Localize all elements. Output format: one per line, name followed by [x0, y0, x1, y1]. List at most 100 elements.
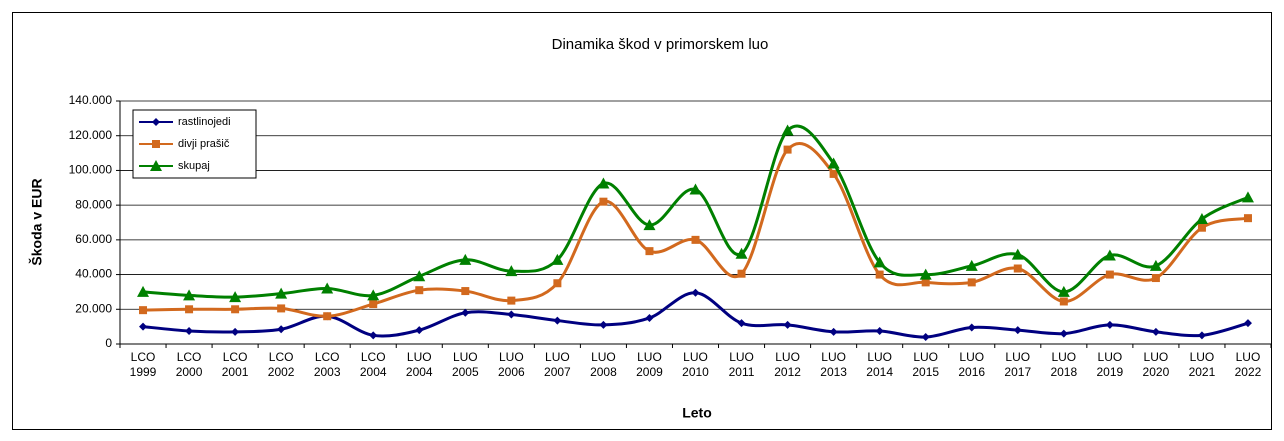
marker	[553, 316, 562, 325]
x-tick-label: 2002	[268, 365, 295, 379]
marker	[415, 286, 424, 295]
x-tick-label: 2009	[636, 365, 663, 379]
y-tick-label: 100.000	[69, 163, 113, 177]
y-axis-label: Škoda v EUR	[28, 178, 45, 265]
y-tick-label: 120.000	[69, 128, 113, 142]
x-tick-label: LUO	[637, 350, 662, 364]
marker	[1243, 214, 1252, 223]
x-tick-label: LUO	[545, 350, 570, 364]
x-tick-label: LCO	[223, 350, 248, 364]
marker	[873, 256, 886, 268]
marker	[461, 308, 470, 317]
marker	[369, 300, 378, 309]
x-tick-label: LUO	[1190, 350, 1215, 364]
legend-label: rastlinojedi	[178, 116, 231, 128]
x-tick-label: LUO	[499, 350, 524, 364]
x-tick-label: 2013	[820, 365, 847, 379]
marker	[735, 247, 748, 259]
marker	[781, 124, 794, 136]
x-tick-label: 2010	[682, 365, 709, 379]
marker	[139, 306, 148, 315]
x-tick-label: 2008	[590, 365, 617, 379]
x-tick-label: LUO	[1005, 350, 1030, 364]
x-tick-label: LUO	[913, 350, 938, 364]
marker	[921, 278, 930, 287]
x-tick-label: LUO	[591, 350, 616, 364]
marker	[231, 327, 240, 336]
marker	[965, 259, 978, 271]
x-tick-label: 2014	[866, 365, 893, 379]
x-tick-label: LUO	[683, 350, 708, 364]
x-tick-label: 2006	[498, 365, 525, 379]
marker	[829, 327, 838, 336]
y-tick-label: 80.000	[75, 197, 112, 211]
marker	[505, 265, 518, 277]
x-tick-label: LCO	[269, 350, 294, 364]
marker	[875, 270, 884, 279]
x-tick-label: 2003	[314, 365, 341, 379]
x-tick-label: LUO	[1098, 350, 1123, 364]
legend: rastlinojedi divji prašič skupaj	[132, 109, 257, 179]
x-tick-label: 2000	[176, 365, 203, 379]
marker	[1195, 213, 1208, 225]
x-tick-label: 2012	[774, 365, 801, 379]
x-tick-label: LUO	[867, 350, 892, 364]
x-tick-label: LUO	[407, 350, 432, 364]
x-tick-label: 2020	[1143, 365, 1170, 379]
marker	[875, 326, 884, 335]
marker	[967, 278, 976, 287]
marker	[507, 296, 516, 305]
x-tick-label: 2022	[1235, 365, 1262, 379]
x-tick-label: 2016	[958, 365, 985, 379]
marker	[737, 319, 746, 328]
marker	[783, 320, 792, 329]
marker	[321, 282, 334, 294]
marker	[645, 247, 654, 256]
marker	[152, 140, 160, 148]
y-tick-label: 140.000	[69, 93, 113, 107]
marker	[1059, 329, 1068, 338]
marker	[551, 253, 564, 265]
x-tick-label: LUO	[775, 350, 800, 364]
marker	[829, 169, 838, 178]
marker	[783, 145, 792, 154]
marker	[152, 118, 160, 126]
marker	[415, 326, 424, 335]
marker	[185, 326, 194, 335]
marker	[553, 279, 562, 288]
marker	[599, 197, 608, 206]
marker	[1151, 274, 1160, 283]
marker	[183, 289, 196, 301]
x-tick-label: 2017	[1004, 365, 1031, 379]
legend-label: skupaj	[178, 160, 210, 172]
marker	[1057, 285, 1070, 297]
x-tick-label: LUO	[729, 350, 754, 364]
marker	[827, 157, 840, 169]
marker	[597, 177, 610, 189]
marker	[507, 310, 516, 319]
legend-label: divji prašič	[178, 138, 230, 150]
x-axis-label: Leto	[682, 405, 712, 421]
marker	[1151, 327, 1160, 336]
x-tick-label: 2021	[1189, 365, 1216, 379]
marker	[643, 219, 656, 231]
x-tick-label: LUO	[821, 350, 846, 364]
marker	[691, 235, 700, 244]
marker	[461, 287, 470, 296]
marker	[229, 291, 242, 303]
chart-title: Dinamika škod v primorskem luo	[552, 36, 769, 53]
marker	[1011, 248, 1024, 260]
x-tick-label: LUO	[453, 350, 478, 364]
marker	[185, 305, 194, 314]
x-tick-label: LCO	[361, 350, 386, 364]
marker	[1149, 259, 1162, 271]
x-tick-label: 2018	[1050, 365, 1077, 379]
marker	[1197, 331, 1206, 340]
marker	[137, 285, 150, 297]
marker	[277, 304, 286, 313]
x-tick-label: LUO	[1144, 350, 1169, 364]
x-tick-label: 2019	[1097, 365, 1124, 379]
y-tick-label: 20.000	[75, 301, 112, 315]
marker	[691, 288, 700, 297]
